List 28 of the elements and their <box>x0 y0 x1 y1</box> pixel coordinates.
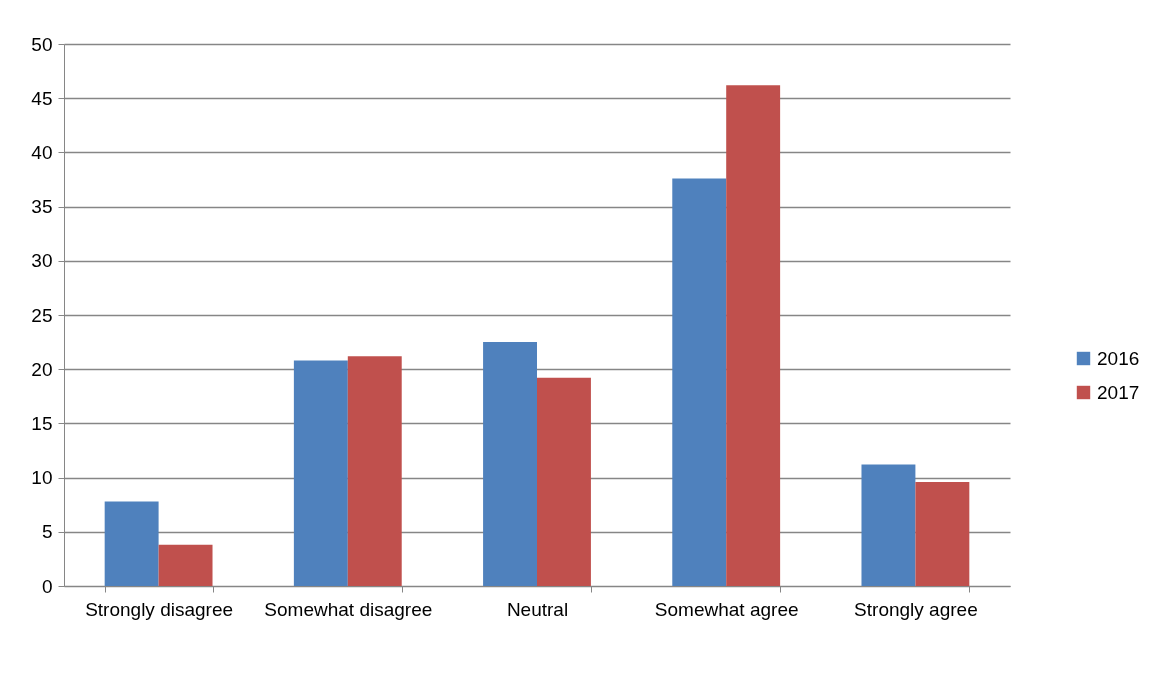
bar <box>293 360 348 586</box>
y-tick-label: 10 <box>31 467 53 489</box>
bar <box>915 481 970 586</box>
y-tick-label: 0 <box>41 575 53 597</box>
y-tick-label: 50 <box>31 33 53 55</box>
bar <box>104 501 159 586</box>
x-tick-label: Somewhat agree <box>654 598 799 620</box>
y-tick-label: 35 <box>31 196 53 218</box>
legend-label: 2016 <box>1097 347 1140 369</box>
y-tick-label: 30 <box>31 250 53 272</box>
bar <box>672 178 727 586</box>
bar <box>537 377 591 586</box>
x-tick-label: Strongly disagree <box>85 598 234 620</box>
x-tick-label: Somewhat disagree <box>264 598 433 620</box>
y-tick-label: 45 <box>31 87 53 109</box>
y-tick-label: 15 <box>31 412 53 434</box>
bar <box>158 544 213 586</box>
bar <box>726 85 781 586</box>
x-tick-label: Neutral <box>506 598 569 620</box>
x-tick-label: Strongly agree <box>854 598 978 620</box>
y-tick-label: 40 <box>31 141 53 163</box>
legend-label: 2017 <box>1097 381 1140 403</box>
y-tick-label: 5 <box>41 521 53 543</box>
bar <box>347 356 402 586</box>
y-tick-label: 20 <box>31 358 53 380</box>
bar <box>861 464 916 586</box>
bar <box>483 342 537 586</box>
y-tick-label: 25 <box>31 304 53 326</box>
